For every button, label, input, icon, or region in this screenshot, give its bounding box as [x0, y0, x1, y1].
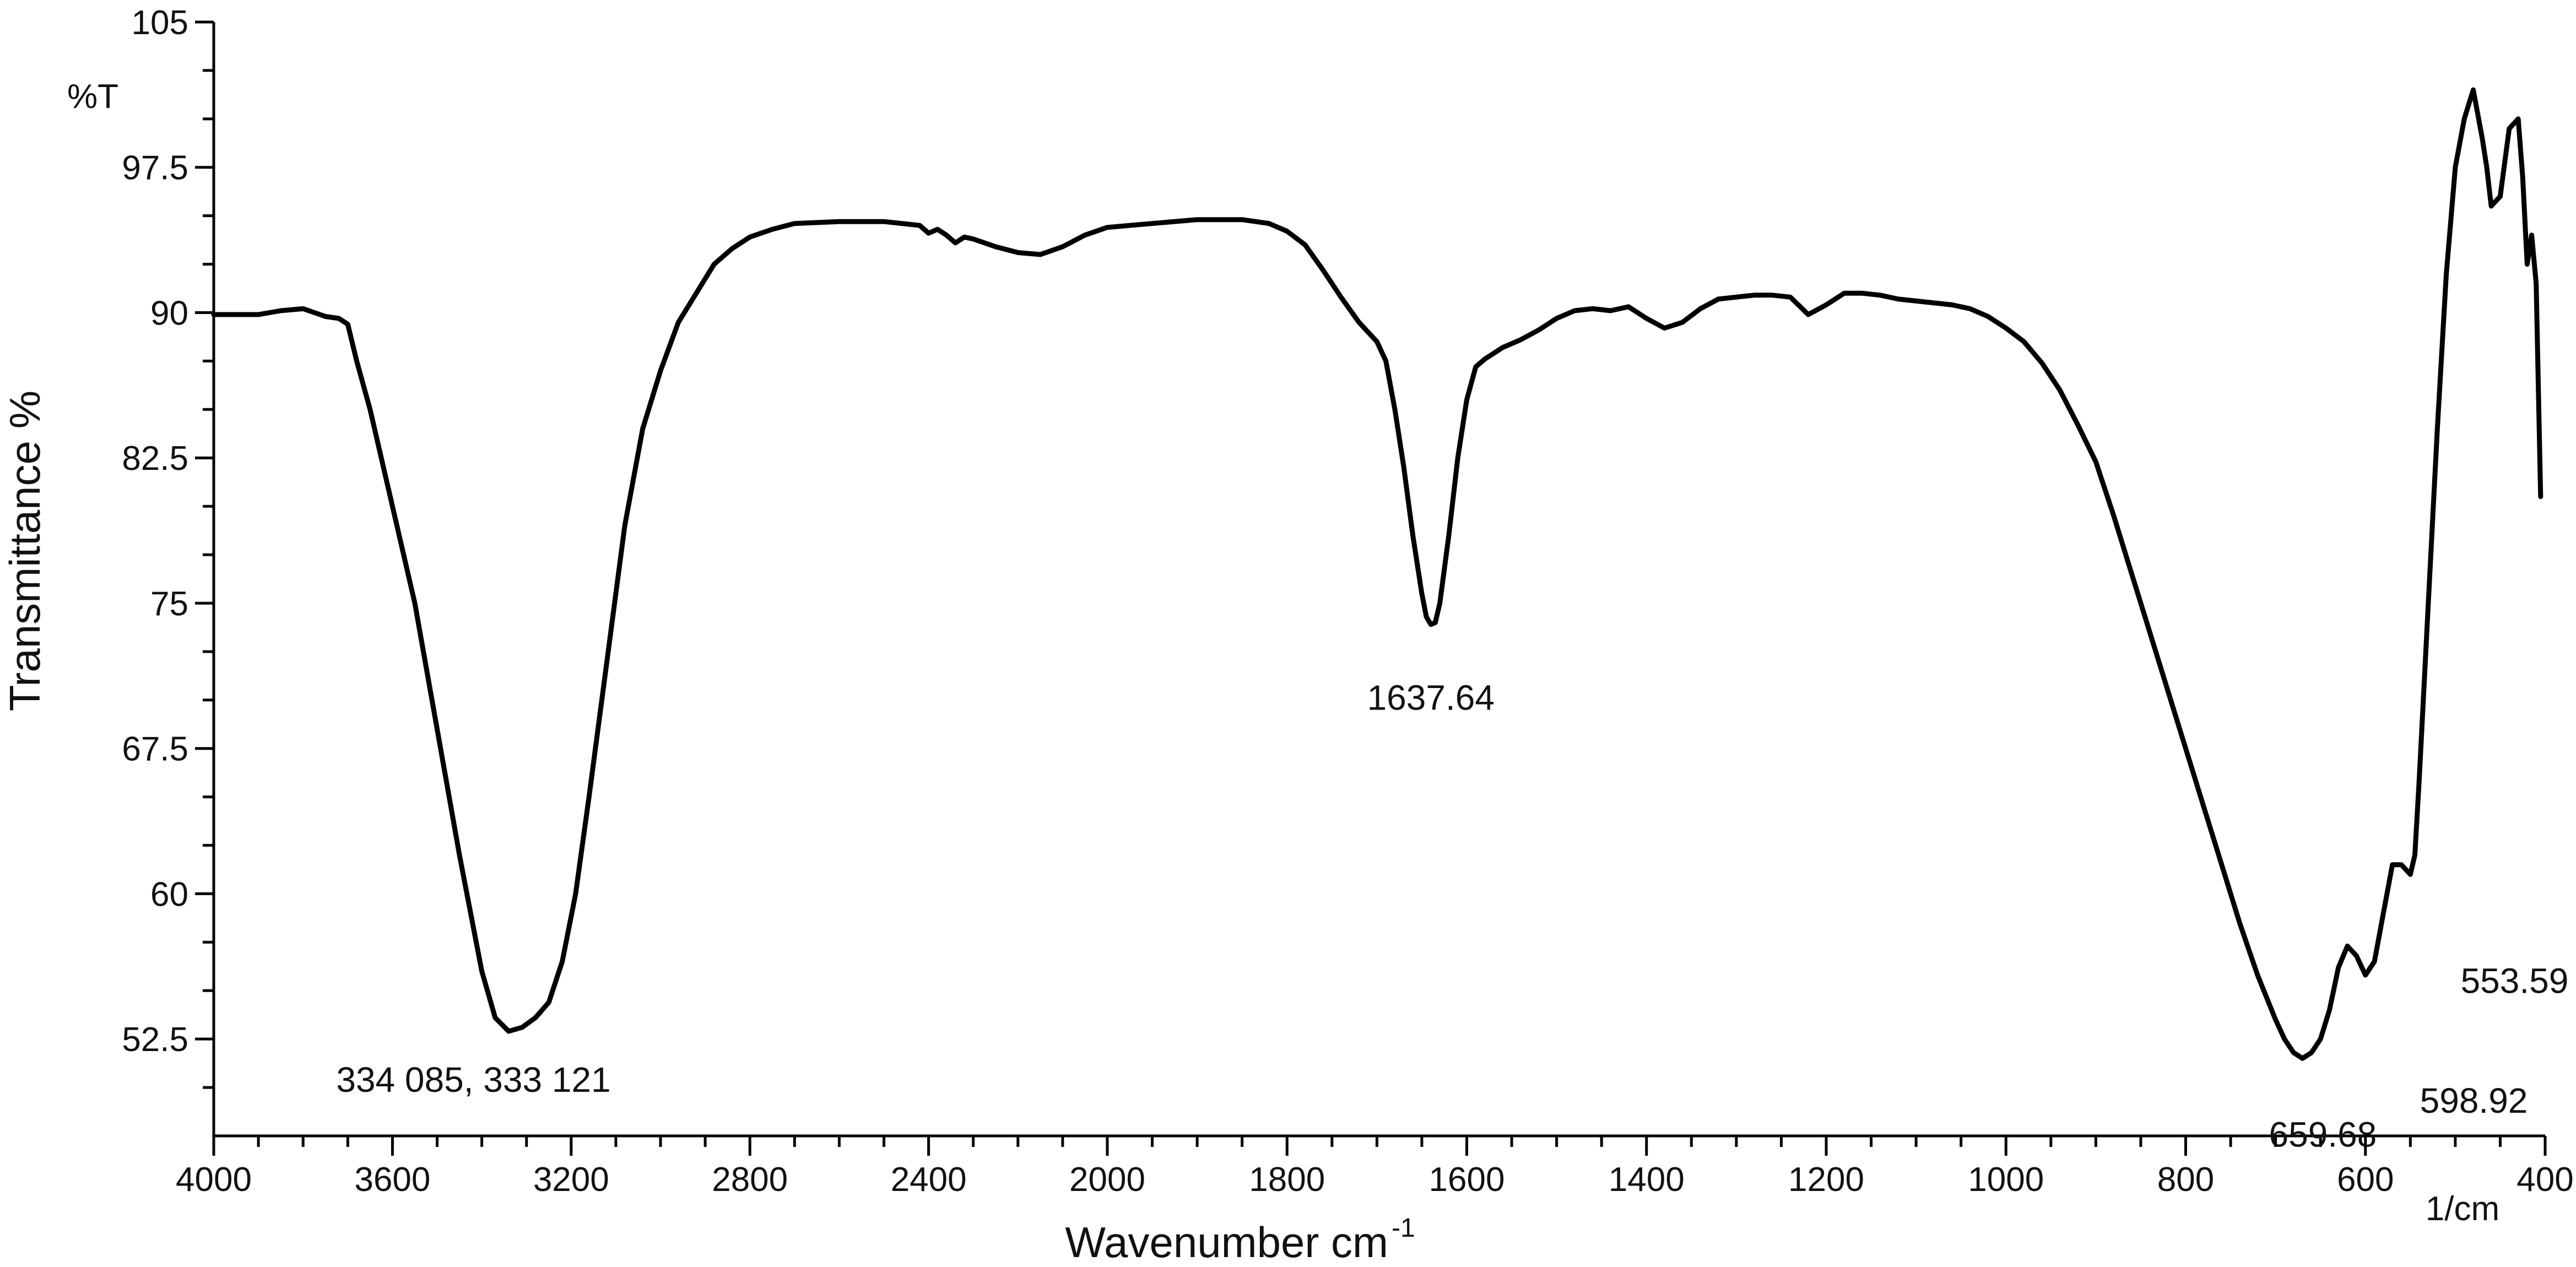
peak-annotation: 659.68 [2269, 1114, 2377, 1154]
peak-annotation: 553.59 [2461, 961, 2569, 1000]
y-axis-ticks [195, 20, 214, 1089]
x-tick-label: 3600 [354, 1161, 430, 1199]
y-axis-title: Transmittance % [1, 391, 49, 711]
x-axis-title-superscript: -1 [1392, 1214, 1415, 1243]
x-tick-label: 400 [2517, 1161, 2573, 1199]
x-tick-label: 2000 [1069, 1161, 1145, 1199]
x-axis-ticks [212, 1136, 2547, 1156]
x-tick-label: 3200 [533, 1161, 609, 1199]
y-tick-labels: 52.5 60 67.5 75 82.5 90 97.5 105 [122, 4, 188, 1059]
x-axis-title: Wavenumber cm [1065, 1218, 1388, 1266]
y-tick-label: 97.5 [122, 149, 188, 187]
x-tick-label: 4000 [176, 1161, 252, 1199]
peak-annotations: 334 085, 333 121 1637.64 659.68 598.92 553.5… [336, 678, 2568, 1155]
x-tick-label: 2800 [712, 1161, 788, 1199]
y-tick-label: 105 [132, 4, 188, 42]
y-unit-label: %T [67, 78, 118, 116]
y-tick-label: 75 [150, 585, 188, 623]
y-tick-label: 67.5 [122, 730, 188, 768]
x-tick-labels: 4000 3600 3200 2800 2400 2000 1800 1600 1400 1200… [176, 1161, 2574, 1199]
x-tick-label: 2400 [891, 1161, 967, 1199]
x-tick-label: 1200 [1788, 1161, 1864, 1199]
x-tick-label: 1800 [1249, 1161, 1325, 1199]
y-tick-label: 82.5 [122, 440, 188, 478]
y-tick-label: 90 [150, 294, 188, 332]
peak-annotation: 334 085, 333 121 [336, 1060, 610, 1100]
x-tick-label: 600 [2337, 1161, 2394, 1199]
peak-annotation: 598.92 [2420, 1081, 2528, 1120]
x-unit-label: 1/cm [2426, 1190, 2499, 1228]
peak-annotation: 1637.64 [1367, 678, 1495, 718]
y-tick-label: 52.5 [122, 1021, 188, 1059]
x-tick-label: 800 [2157, 1161, 2214, 1199]
y-tick-label: 60 [150, 875, 188, 913]
x-tick-label: 1600 [1429, 1161, 1505, 1199]
x-tick-label: 1400 [1609, 1161, 1685, 1199]
spectrum-line [211, 87, 2543, 1061]
x-tick-label: 1000 [1968, 1161, 2044, 1199]
